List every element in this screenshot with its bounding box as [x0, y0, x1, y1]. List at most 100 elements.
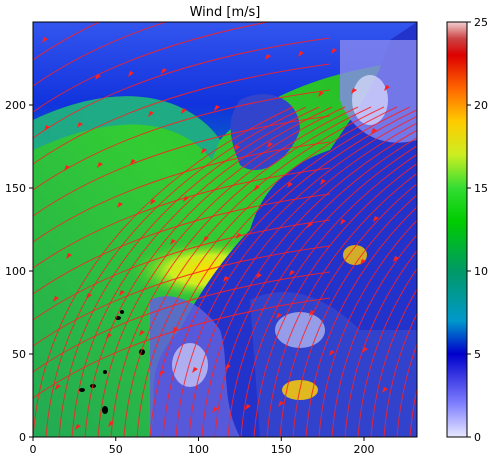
streamline: [33, 22, 168, 87]
y-tick-label: 200: [5, 99, 26, 112]
island-6: [103, 370, 107, 374]
streamline-arrow: [318, 91, 324, 97]
streamline-arrow: [75, 424, 81, 430]
streamline-arrow: [139, 330, 145, 336]
y-tick-label: 100: [5, 265, 26, 278]
streamline-arrow: [373, 216, 379, 222]
streamline: [396, 343, 417, 437]
streamline-arrow: [384, 85, 390, 91]
streamline-arrow: [86, 293, 92, 299]
colorbar-tick-label: 10: [474, 265, 488, 278]
streamline: [253, 163, 417, 437]
colorbar-tick-label: 20: [474, 99, 488, 112]
streamline-arrow: [117, 202, 123, 208]
y-axis: 0 50 100 150 200: [5, 99, 33, 444]
colorbar-ticks: 0 5 10 15 20 25: [467, 16, 488, 444]
streamline-arrow: [214, 105, 220, 111]
streamline-arrow: [320, 179, 326, 185]
streamline: [162, 109, 417, 437]
streamline: [227, 145, 417, 437]
streamline: [370, 288, 417, 437]
streamline-arrow: [351, 88, 357, 94]
streamline: [33, 219, 331, 321]
streamline-arrow: [148, 111, 154, 117]
streamline: [279, 183, 417, 437]
streamline: [344, 249, 417, 437]
chart-title: Wind [m/s]: [190, 5, 261, 20]
streamline: [123, 106, 385, 437]
streamline-arrow: [254, 185, 260, 191]
streamline-arrow: [256, 273, 262, 279]
streamline: [33, 167, 331, 269]
streamline-arrow: [245, 404, 251, 410]
streamline: [33, 106, 294, 437]
island-4: [79, 388, 85, 392]
island-5: [102, 406, 108, 414]
streamline-arrow: [382, 387, 388, 393]
streamline-arrow: [201, 148, 207, 154]
streamline: [110, 106, 372, 437]
colorbar-tick-label: 15: [474, 182, 488, 195]
streamline: [58, 106, 320, 437]
streamline: [266, 172, 417, 437]
colorbar-tick-label: 25: [474, 16, 488, 29]
streamline-arrow: [236, 233, 242, 239]
streamline: [305, 206, 417, 437]
streamline-arrow: [223, 276, 229, 282]
streamline-arrow: [371, 128, 377, 134]
streamline-arrow: [95, 74, 101, 80]
streamline: [188, 122, 417, 437]
streamline: [175, 115, 417, 437]
field-patch-a: [352, 75, 388, 125]
streamline: [292, 194, 417, 437]
x-tick-label: 0: [30, 443, 37, 456]
streamline: [33, 63, 331, 165]
streamline: [33, 89, 331, 191]
streamline: [33, 22, 271, 113]
streamline-arrow: [360, 259, 366, 265]
streamline-arrow: [234, 145, 240, 151]
colorbar-tick-label: 0: [474, 431, 481, 444]
streamline-arrow: [128, 71, 134, 77]
colorbar-tick-label: 5: [474, 348, 481, 361]
y-tick-label: 150: [5, 182, 26, 195]
y-tick-label: 0: [19, 431, 26, 444]
streamline-arrow: [329, 350, 335, 356]
streamline: [33, 297, 331, 399]
streamline: [84, 106, 346, 437]
streamline: [240, 153, 417, 437]
streamline-arrow: [42, 37, 48, 43]
streamline-arrow: [331, 48, 337, 54]
streamline: [357, 267, 417, 437]
field-north-transition: [33, 96, 220, 160]
streamline: [33, 245, 331, 347]
streamline-arrow: [77, 122, 83, 128]
streamline: [33, 193, 331, 295]
streamline-arrow: [66, 253, 72, 259]
streamline: [97, 106, 359, 437]
streamline-arrow: [265, 54, 271, 60]
streamline-arrow: [130, 159, 136, 165]
streamline: [33, 22, 101, 61]
streamline: [201, 129, 417, 437]
streamline-arrow: [309, 310, 315, 316]
plot-area: [33, 22, 417, 437]
streamline-arrow: [53, 296, 59, 302]
streamline-arrow: [225, 364, 231, 370]
streamline-arrow: [159, 370, 165, 376]
field-north-calm: [33, 22, 417, 140]
x-axis: 0 50 100 150 200: [30, 437, 375, 456]
streamline-arrow: [298, 51, 304, 57]
field-patch-b: [275, 312, 325, 348]
streamline-arrow: [64, 165, 70, 171]
y-tick-label: 50: [12, 348, 26, 361]
streamline-arrow: [340, 219, 346, 225]
streamline: [33, 115, 331, 217]
streamline-arrow: [276, 313, 282, 319]
colorbar-gradient: [446, 21, 468, 438]
streamline: [331, 234, 417, 437]
streamline-arrow: [289, 270, 295, 276]
streamline: [33, 37, 331, 139]
streamline: [33, 271, 331, 373]
